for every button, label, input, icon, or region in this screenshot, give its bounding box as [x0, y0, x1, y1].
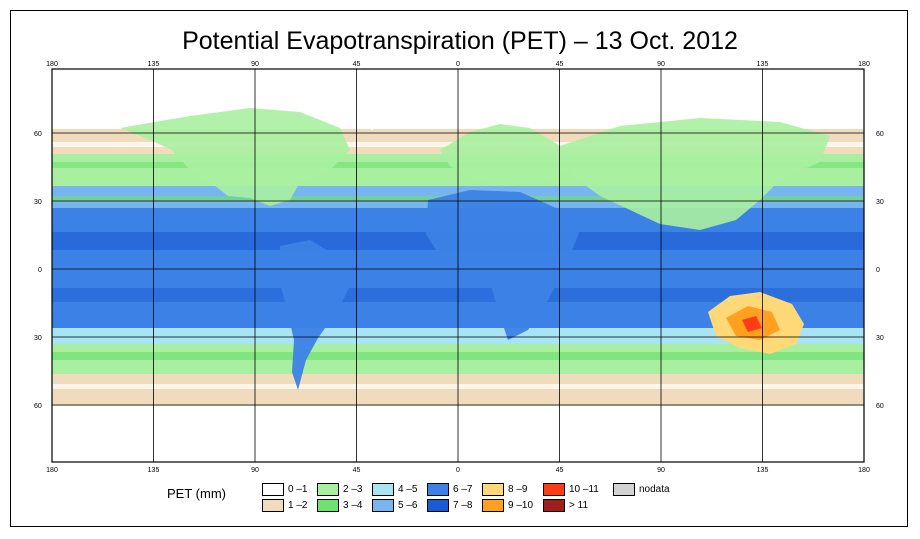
legend-swatch-0: [262, 483, 284, 496]
lat-label-left-2: 0: [38, 267, 42, 274]
legend-swatch-9: [482, 499, 504, 512]
legend-swatch-5: [372, 499, 394, 512]
legend-label-3: 3 –4: [343, 500, 363, 511]
legend-label-6: 6 –7: [453, 484, 473, 495]
lat-label-right-2: 0: [876, 267, 880, 274]
legend-label-9: 9 –10: [508, 500, 534, 511]
lon-label-bottom-7: 135: [757, 467, 769, 474]
lon-label-top-6: 90: [657, 61, 665, 68]
lon-label-bottom-8: 180: [858, 467, 870, 474]
lon-label-top-7: 135: [757, 61, 769, 68]
lon-label-top-2: 90: [251, 61, 259, 68]
lon-label-top-1: 135: [148, 61, 160, 68]
lat-label-left-0: 60: [34, 131, 42, 138]
lon-label-top-3: 45: [353, 61, 361, 68]
legend-swatch-6: [427, 483, 449, 496]
legend-label-2: 2 –3: [343, 484, 363, 495]
legend-label-10: 10 –11: [569, 484, 599, 495]
lon-label-bottom-1: 135: [148, 467, 160, 474]
lon-label-bottom-2: 90: [251, 467, 259, 474]
legend-swatch-8: [482, 483, 504, 496]
europe: [440, 124, 572, 186]
lat-label-right-4: 60: [876, 403, 884, 410]
graticule: [52, 69, 864, 462]
legend-label-8: 8 –9: [508, 484, 528, 495]
legend-label-5: 5 –6: [398, 500, 418, 511]
north-america: [120, 108, 350, 206]
legend-swatch-7: [427, 499, 449, 512]
africa: [426, 190, 580, 340]
legend-swatch-4: [372, 483, 394, 496]
legend-swatch-1: [262, 499, 284, 512]
lat-label-left-4: 60: [34, 403, 42, 410]
lon-label-bottom-0: 180: [46, 467, 58, 474]
figure-frame: [10, 10, 908, 527]
lon-label-top-5: 45: [556, 61, 564, 68]
legend-label-7: 7 –8: [453, 500, 473, 511]
legend-label-12: nodata: [639, 484, 670, 495]
lon-label-bottom-4: 0: [456, 467, 460, 474]
map-title: Potential Evapotranspiration (PET) – 13 …: [182, 27, 738, 55]
lat-label-right-3: 30: [876, 335, 884, 342]
map-border: [51, 68, 865, 463]
lon-label-top-0: 180: [46, 61, 58, 68]
lat-label-left-1: 30: [34, 199, 42, 206]
legend-label-1: 1 –2: [288, 500, 308, 511]
lon-label-bottom-6: 90: [657, 467, 665, 474]
legend-label-11: > 11: [569, 500, 588, 511]
lon-label-top-4: 0: [456, 61, 460, 68]
lat-label-right-0: 60: [876, 131, 884, 138]
south-america: [278, 240, 352, 390]
lat-label-right-1: 30: [876, 199, 884, 206]
lon-label-bottom-5: 45: [556, 467, 564, 474]
legend-label-0: 0 –1: [288, 484, 308, 495]
lon-label-top-8: 180: [858, 61, 870, 68]
australia-hot-spot: [742, 316, 762, 332]
legend-swatch-11: [543, 499, 565, 512]
legend-title: PET (mm): [167, 486, 226, 501]
legend-label-4: 4 –5: [398, 484, 418, 495]
lat-label-left-3: 30: [34, 335, 42, 342]
greenland: [330, 76, 410, 130]
legend-swatch-3: [317, 499, 339, 512]
lon-label-bottom-3: 45: [353, 467, 361, 474]
legend-swatch-12: [613, 483, 635, 496]
legend-swatch-2: [317, 483, 339, 496]
legend-swatch-10: [543, 483, 565, 496]
